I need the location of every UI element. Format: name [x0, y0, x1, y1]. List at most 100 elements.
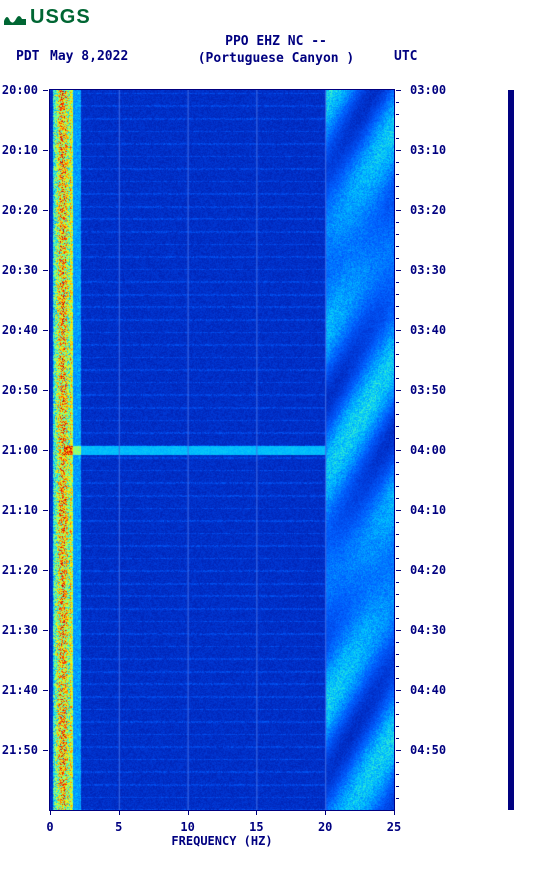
- x-tick-mark: [325, 810, 326, 815]
- y-right-tick: 04:20: [410, 563, 446, 577]
- x-tick-label: 10: [180, 820, 194, 834]
- minor-tick: [396, 318, 399, 319]
- y-right-tick: 03:30: [410, 263, 446, 277]
- minor-tick: [396, 594, 399, 595]
- minor-tick: [396, 714, 399, 715]
- minor-tick: [396, 534, 399, 535]
- minor-tick: [396, 342, 399, 343]
- tick-mark: [396, 630, 401, 631]
- y-right-tick: 04:40: [410, 683, 446, 697]
- x-tick-mark: [394, 810, 395, 815]
- x-tick-label: 5: [115, 820, 122, 834]
- y-right-tick: 03:50: [410, 383, 446, 397]
- minor-tick: [396, 282, 399, 283]
- x-tick-mark: [119, 810, 120, 815]
- y-left-tick: 20:40: [2, 323, 38, 337]
- minor-tick: [396, 438, 399, 439]
- tick-mark: [43, 510, 48, 511]
- minor-tick: [396, 738, 399, 739]
- tick-mark: [43, 390, 48, 391]
- tick-mark: [43, 450, 48, 451]
- minor-tick: [396, 486, 399, 487]
- tick-mark: [396, 690, 401, 691]
- minor-tick: [396, 138, 399, 139]
- minor-tick: [396, 702, 399, 703]
- x-tick-mark: [50, 810, 51, 815]
- spectrogram-plot: [50, 90, 394, 810]
- spectrogram-canvas: [50, 90, 394, 810]
- minor-tick: [396, 426, 399, 427]
- minor-tick: [396, 306, 399, 307]
- minor-tick: [396, 618, 399, 619]
- minor-tick: [396, 678, 399, 679]
- y-axis-right: 03:0003:1003:2003:3003:4003:5004:0004:10…: [394, 90, 464, 810]
- y-left-tick: 20:20: [2, 203, 38, 217]
- x-axis: FREQUENCY (HZ) 0510152025: [50, 810, 394, 850]
- utc-label: UTC: [394, 49, 417, 64]
- y-left-tick: 20:10: [2, 143, 38, 157]
- tick-mark: [396, 450, 401, 451]
- minor-tick: [396, 198, 399, 199]
- tick-mark: [396, 390, 401, 391]
- tick-mark: [43, 570, 48, 571]
- minor-tick: [396, 786, 399, 787]
- y-left-tick: 20:00: [2, 83, 38, 97]
- y-left-tick: 21:10: [2, 503, 38, 517]
- y-left-tick: 21:40: [2, 683, 38, 697]
- minor-tick: [396, 102, 399, 103]
- minor-tick: [396, 174, 399, 175]
- y-left-tick: 20:30: [2, 263, 38, 277]
- tick-mark: [43, 90, 48, 91]
- minor-tick: [396, 366, 399, 367]
- y-right-tick: 03:00: [410, 83, 446, 97]
- minor-tick: [396, 726, 399, 727]
- x-tick-label: 20: [318, 820, 332, 834]
- y-left-tick: 21:00: [2, 443, 38, 457]
- usgs-logo: USGS: [4, 6, 91, 29]
- x-tick-label: 0: [46, 820, 53, 834]
- y-right-tick: 03:10: [410, 143, 446, 157]
- minor-tick: [396, 162, 399, 163]
- tick-mark: [43, 270, 48, 271]
- y-right-tick: 04:30: [410, 623, 446, 637]
- minor-tick: [396, 654, 399, 655]
- minor-tick: [396, 462, 399, 463]
- tick-mark: [396, 510, 401, 511]
- minor-tick: [396, 498, 399, 499]
- tick-mark: [43, 330, 48, 331]
- minor-tick: [396, 126, 399, 127]
- tick-mark: [43, 210, 48, 211]
- minor-tick: [396, 666, 399, 667]
- minor-tick: [396, 522, 399, 523]
- minor-tick: [396, 558, 399, 559]
- minor-tick: [396, 582, 399, 583]
- x-tick-label: 15: [249, 820, 263, 834]
- tick-mark: [396, 210, 401, 211]
- minor-tick: [396, 642, 399, 643]
- tick-mark: [396, 270, 401, 271]
- minor-tick: [396, 186, 399, 187]
- minor-tick: [396, 606, 399, 607]
- tick-mark: [396, 150, 401, 151]
- minor-tick: [396, 546, 399, 547]
- y-left-tick: 21:30: [2, 623, 38, 637]
- minor-tick: [396, 762, 399, 763]
- pdt-label: PDT: [16, 49, 39, 64]
- minor-tick: [396, 114, 399, 115]
- minor-tick: [396, 222, 399, 223]
- y-left-tick: 21:50: [2, 743, 38, 757]
- minor-tick: [396, 798, 399, 799]
- y-right-tick: 04:50: [410, 743, 446, 757]
- minor-tick: [396, 774, 399, 775]
- y-right-tick: 04:00: [410, 443, 446, 457]
- minor-tick: [396, 474, 399, 475]
- minor-tick: [396, 234, 399, 235]
- colorbar-strip: [508, 90, 514, 810]
- wave-icon: [4, 11, 26, 25]
- minor-tick: [396, 258, 399, 259]
- x-tick-mark: [256, 810, 257, 815]
- y-left-tick: 21:20: [2, 563, 38, 577]
- tick-mark: [43, 630, 48, 631]
- logo-text: USGS: [30, 6, 91, 29]
- y-right-tick: 04:10: [410, 503, 446, 517]
